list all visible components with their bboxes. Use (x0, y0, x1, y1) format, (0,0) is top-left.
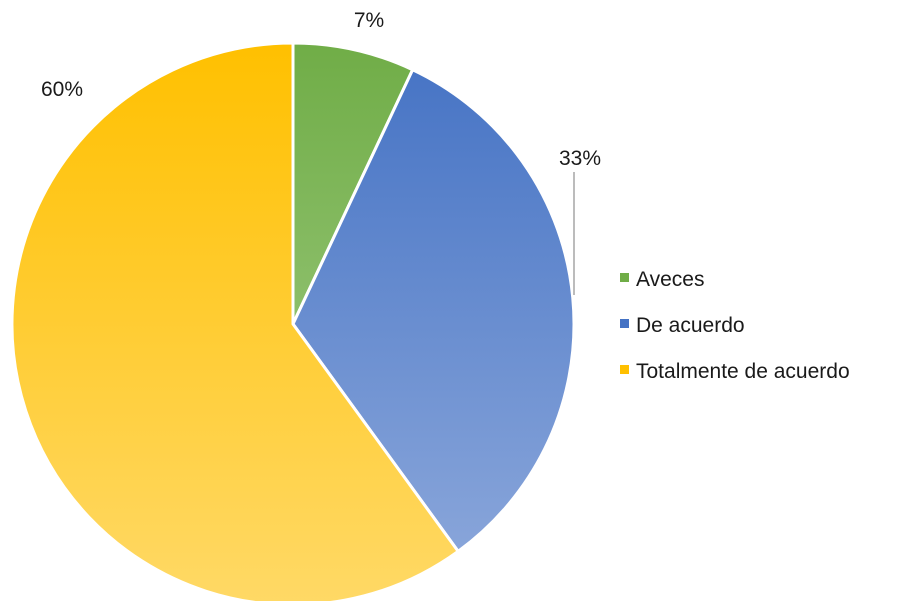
pie-slice-totalmente-de-acuerdo (10, 41, 460, 601)
data-label-aveces: 7% (354, 9, 384, 32)
legend-swatch-totalmente-de-acuerdo (620, 365, 629, 374)
legend-label-aveces: Aveces (636, 268, 705, 291)
legend-swatch-aveces (620, 273, 629, 282)
data-labels: 7% 33% 60% (41, 9, 601, 295)
legend-swatch-de-acuerdo (620, 319, 629, 328)
data-label-de-acuerdo: 33% (559, 147, 601, 170)
data-label-totalmente-de-acuerdo: 60% (41, 78, 83, 101)
pie-slice-de-acuerdo (291, 68, 576, 553)
legend-label-totalmente-de-acuerdo: Totalmente de acuerdo (636, 360, 850, 383)
legend: Aveces De acuerdo Totalmente de acuerdo (620, 268, 850, 383)
pie-slices (10, 41, 576, 601)
legend-label-de-acuerdo: De acuerdo (636, 314, 745, 337)
pie-slice-aveces (291, 41, 415, 326)
